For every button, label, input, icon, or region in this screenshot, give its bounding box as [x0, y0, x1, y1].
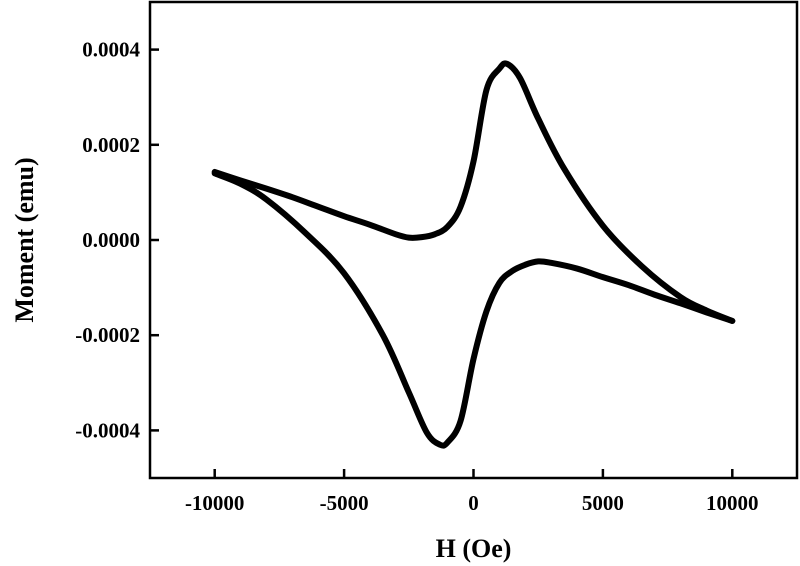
- x-tick-label: 5000: [582, 491, 624, 515]
- y-tick-label: -0.0002: [75, 323, 140, 347]
- x-tick-label: -5000: [320, 491, 369, 515]
- x-tick-label: 0: [468, 491, 479, 515]
- y-axis-label: Moment (emu): [10, 157, 39, 322]
- y-tick-label: 0.0004: [82, 38, 140, 62]
- plot-area-frame: [148, 0, 799, 480]
- x-tick-label: 10000: [706, 491, 759, 515]
- y-tick-label: 0.0000: [82, 228, 140, 252]
- y-tick-label: 0.0002: [82, 133, 140, 157]
- x-axis-label: H (Oe): [436, 534, 512, 563]
- y-axis-ticks: -0.0004 -0.0002 0.0000 0.0002 0.0004: [75, 38, 159, 442]
- y-tick-label: -0.0004: [75, 418, 140, 442]
- x-tick-label: -10000: [185, 491, 245, 515]
- data-series-group: [211, 60, 736, 449]
- series-line-1: [211, 60, 736, 324]
- series-line-2: [211, 170, 736, 449]
- x-axis-ticks: -10000 -5000 0 5000 10000: [185, 469, 759, 515]
